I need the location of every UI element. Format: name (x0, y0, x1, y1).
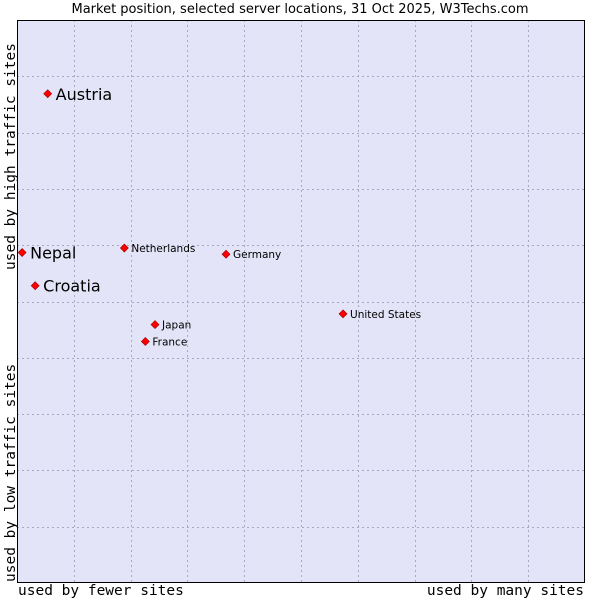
point-france: France (140, 336, 187, 348)
y-axis-label-low: used by low traffic sites (3, 363, 19, 582)
point-austria: Austria (43, 85, 113, 104)
point-united-states: United States (338, 309, 421, 321)
point-marker-france (140, 337, 150, 346)
point-germany: Germany (221, 249, 281, 261)
point-label-netherlands: Netherlands (131, 243, 195, 255)
plot-border (17, 20, 585, 583)
point-marker-netherlands (119, 243, 129, 253)
point-label-japan: Japan (161, 320, 191, 332)
point-marker-germany (221, 249, 231, 259)
point-marker-austria (43, 89, 53, 99)
point-netherlands: Netherlands (119, 243, 195, 255)
point-marker-croatia (30, 281, 40, 291)
point-label-croatia: Croatia (43, 277, 101, 296)
x-axis-label-fewer: used by fewer sites (18, 583, 184, 599)
chart-title: Market position, selected server locatio… (71, 2, 529, 17)
grid-lines (17, 20, 585, 583)
point-label-austria: Austria (56, 85, 113, 104)
point-label-france: France (152, 336, 187, 348)
point-croatia: Croatia (30, 277, 101, 296)
point-nepal: Nepal (17, 244, 76, 263)
point-marker-japan (150, 320, 160, 330)
point-marker-united-states (338, 309, 348, 319)
point-label-nepal: Nepal (30, 244, 76, 263)
y-axis-label-high: used by high traffic sites (3, 43, 19, 270)
point-marker-nepal (17, 248, 27, 257)
point-label-united-states: United States (350, 309, 421, 321)
point-japan: Japan (150, 320, 191, 332)
x-axis-label-many: used by many sites (426, 583, 584, 599)
data-points: Austria Nepal Croatia Netherlands Germany Uni… (17, 85, 421, 348)
point-label-germany: Germany (233, 249, 281, 261)
